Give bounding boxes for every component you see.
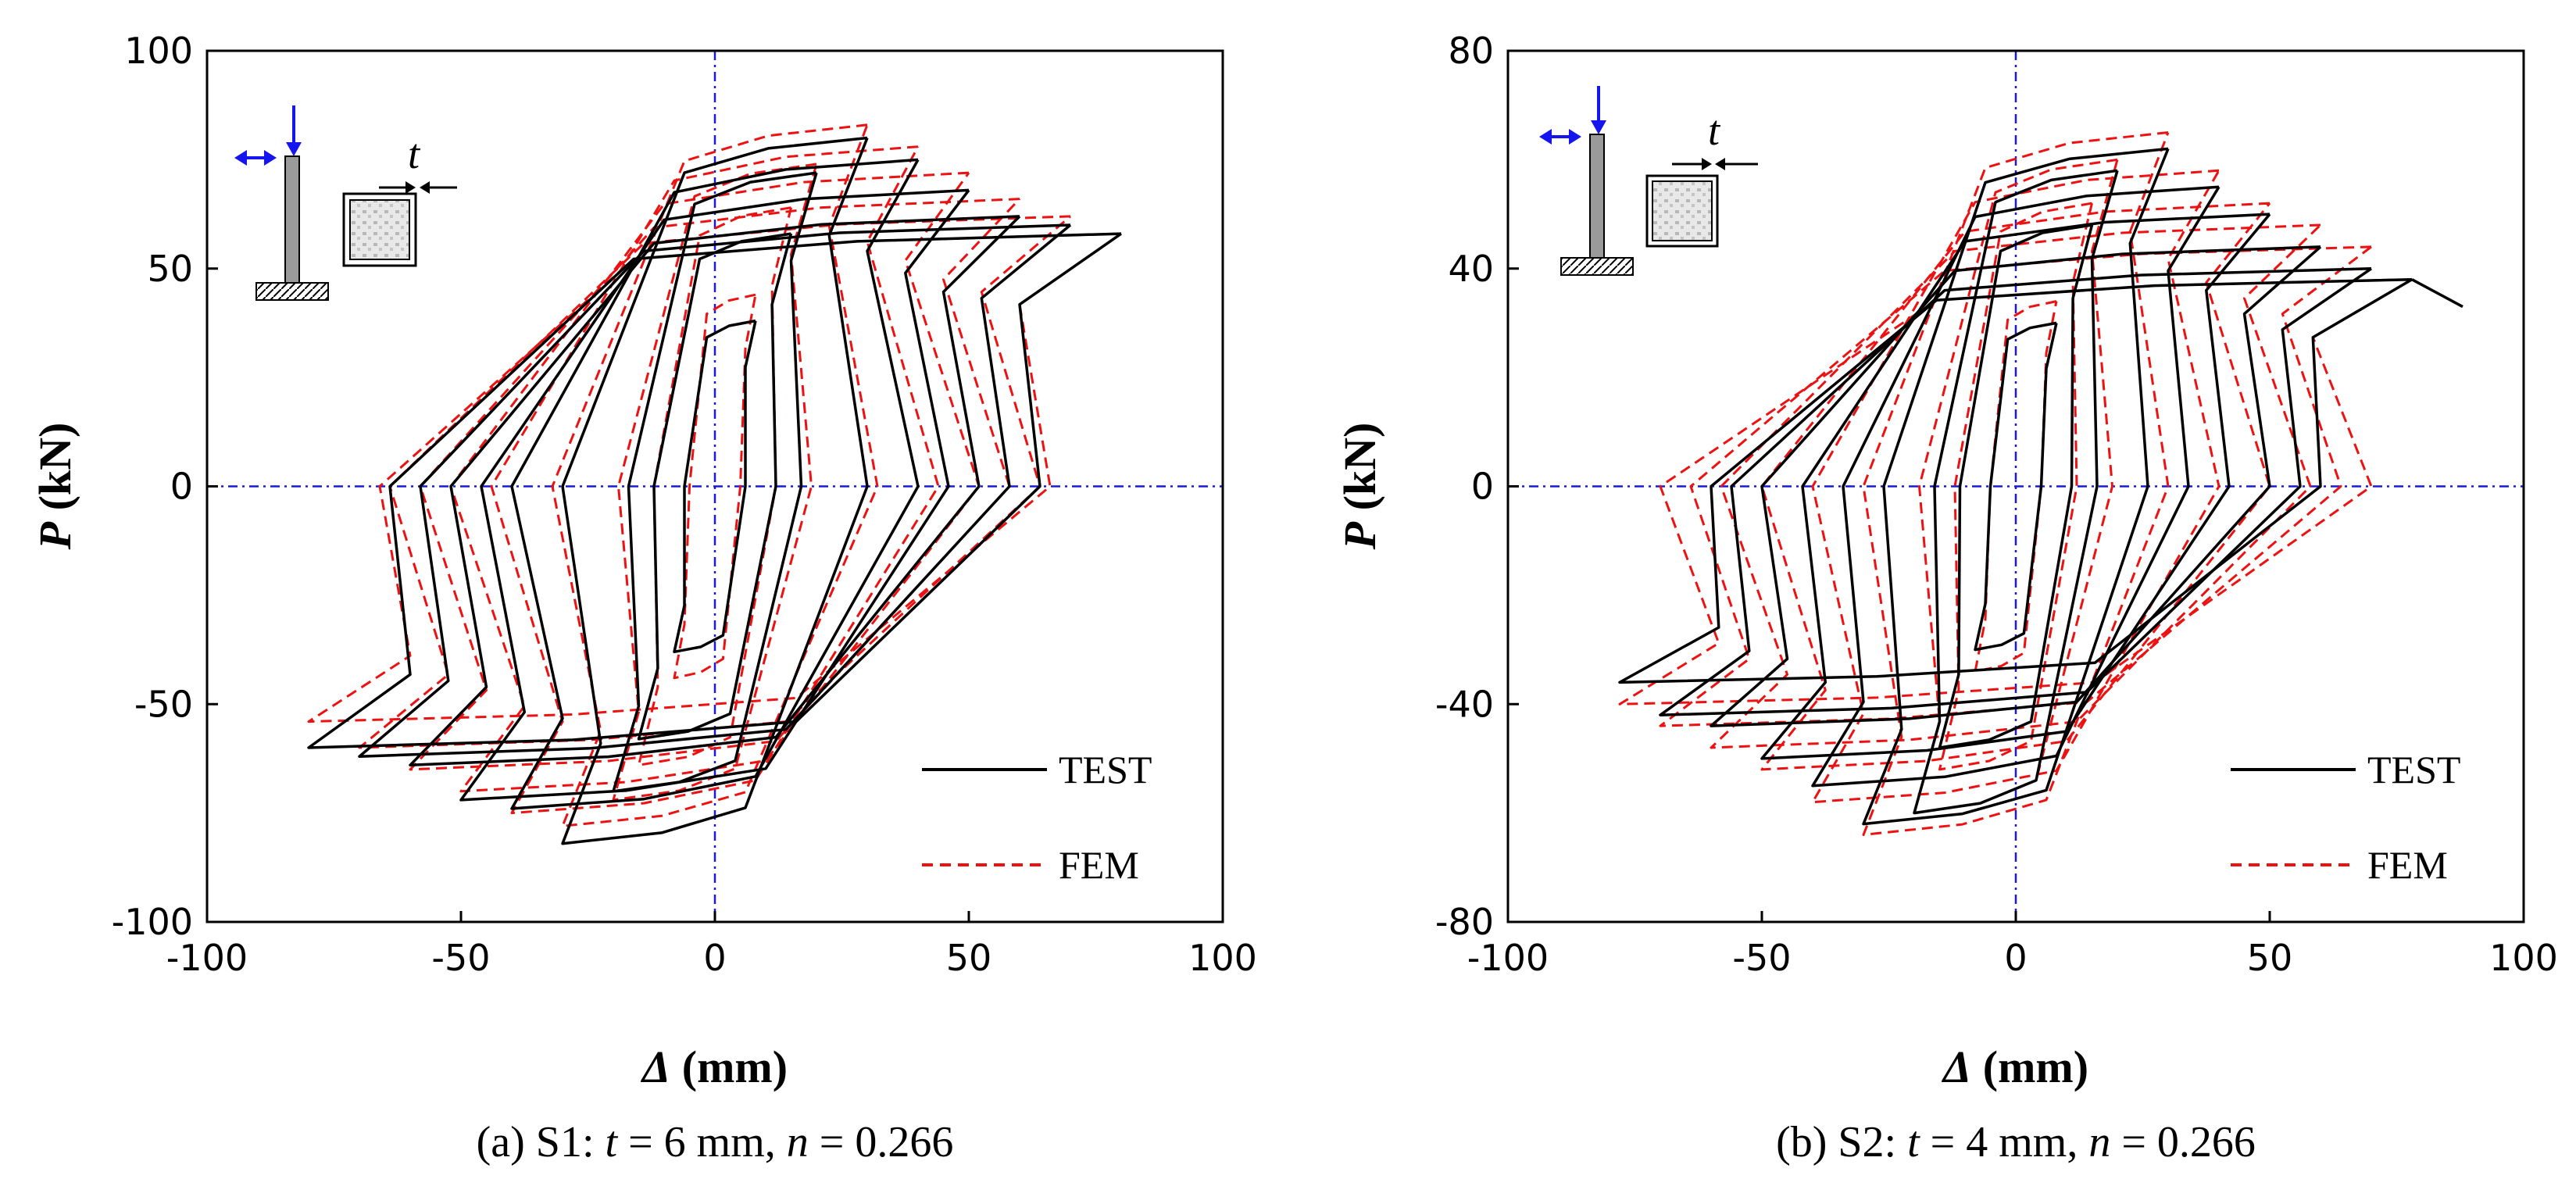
test-loop-5 bbox=[510, 158, 920, 810]
fem-loop-7 bbox=[409, 198, 1021, 771]
y-tick-label: -50 bbox=[134, 683, 193, 725]
y-axis-label: P (kN) bbox=[30, 423, 80, 551]
x-tick-label: 100 bbox=[1188, 937, 1257, 979]
specimen-inset-icon: t bbox=[234, 105, 457, 301]
fem-loop-5 bbox=[490, 145, 940, 815]
test-loop-9 bbox=[1618, 277, 2413, 684]
legend-fem-label: FEM bbox=[1059, 843, 1139, 887]
inset-thickness-label: t bbox=[1708, 107, 1721, 154]
inset-thickness-label: t bbox=[408, 130, 421, 177]
panel-caption: (b) S2: t = 4 mm, n = 0.266 bbox=[1776, 1118, 2256, 1166]
fem-loop-7 bbox=[1710, 223, 2322, 749]
x-tick-label: 0 bbox=[2004, 937, 2027, 979]
y-tick-label: 80 bbox=[1448, 30, 1494, 72]
x-axis-label: Δ (mm) bbox=[641, 1041, 788, 1092]
legend-test-label: TEST bbox=[2367, 748, 2460, 791]
test-loop-1 bbox=[673, 319, 757, 654]
specimen-inset-icon: t bbox=[1539, 86, 1758, 276]
fem-loop-4 bbox=[551, 123, 879, 827]
test-loop-5 bbox=[1811, 185, 2221, 788]
y-tick-label: 40 bbox=[1448, 248, 1494, 290]
test-loop-8 bbox=[1659, 267, 2372, 716]
y-tick-label: -80 bbox=[1435, 901, 1494, 943]
x-tick-label: -100 bbox=[1467, 937, 1549, 979]
y-tick-label: 50 bbox=[147, 248, 193, 290]
test-loop-6 bbox=[1760, 213, 2271, 760]
y-axis-label: P (kN) bbox=[1334, 423, 1385, 551]
test-series bbox=[307, 136, 1123, 845]
x-tick-label: -100 bbox=[166, 937, 248, 979]
fem-loop-6 bbox=[1760, 202, 2271, 771]
legend-fem-label: FEM bbox=[2367, 843, 2448, 887]
x-tick-label: -50 bbox=[431, 937, 490, 979]
y-tick-label: 100 bbox=[124, 30, 193, 72]
test-tail bbox=[2411, 278, 2463, 309]
y-tick-label: -40 bbox=[1435, 683, 1494, 725]
test-loop-7 bbox=[1710, 245, 2322, 727]
y-tick-label: -100 bbox=[112, 901, 193, 943]
fem-loop-2 bbox=[1938, 202, 2093, 771]
test-loop-7 bbox=[409, 215, 1021, 767]
x-tick-label: 100 bbox=[2489, 937, 2558, 979]
fem-loop-1 bbox=[673, 293, 757, 680]
x-axis-label: Δ (mm) bbox=[1942, 1041, 2088, 1092]
test-series bbox=[1618, 147, 2463, 826]
test-loop-9 bbox=[307, 232, 1123, 749]
test-loop-6 bbox=[459, 188, 970, 802]
y-tick-label: 0 bbox=[1471, 466, 1494, 508]
test-loop-4 bbox=[561, 136, 869, 845]
x-tick-label: 50 bbox=[946, 937, 992, 979]
test-loop-1 bbox=[1974, 321, 2058, 652]
x-tick-label: 50 bbox=[2247, 937, 2293, 979]
test-loop-8 bbox=[358, 223, 1072, 758]
legend-test-label: TEST bbox=[1059, 748, 1152, 791]
chart-panel-b: -100 -50 0 50 100 -80 -40 0 40 80 t TEST FEM P (k… bbox=[1334, 30, 2558, 1166]
fem-loop-4 bbox=[1862, 131, 2170, 836]
test-loop-3 bbox=[1913, 169, 2119, 815]
test-loop-4 bbox=[1862, 147, 2170, 826]
x-tick-label: 0 bbox=[703, 937, 726, 979]
y-tick-label: 0 bbox=[170, 466, 193, 508]
panel-caption: (a) S1: t = 6 mm, n = 0.266 bbox=[477, 1118, 954, 1166]
legend: TEST FEM bbox=[922, 748, 1152, 887]
chart-panel-a: -100 -50 0 50 100 -100 -50 0 50 100 t TEST FEM P … bbox=[30, 30, 1257, 1166]
x-tick-label: -50 bbox=[1732, 937, 1791, 979]
legend: TEST FEM bbox=[2231, 748, 2460, 887]
